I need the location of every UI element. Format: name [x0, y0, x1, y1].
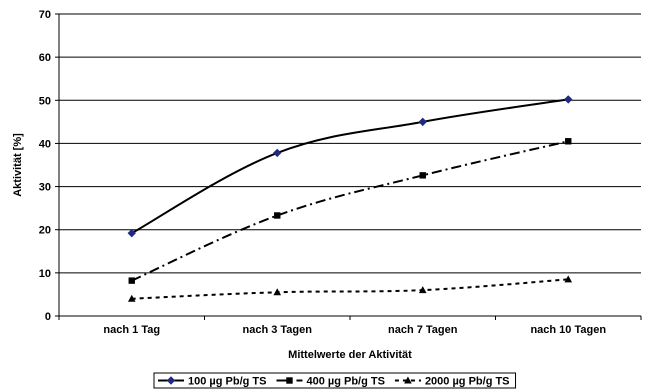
data-point: [418, 286, 427, 294]
data-point: [273, 288, 282, 296]
legend-item: 100 µg Pb/g TS: [158, 376, 266, 388]
legend-label: 100 µg Pb/g TS: [188, 376, 266, 388]
data-point: [128, 277, 135, 284]
y-axis-title: Aktivität [%]: [12, 133, 24, 197]
x-tick-label: nach 3 Tagen: [243, 324, 313, 336]
x-tick-label: nach 1 Tag: [103, 324, 160, 336]
y-tick-label: 70: [39, 9, 51, 21]
legend-item: 400 µg Pb/g TS: [276, 376, 385, 388]
legend-box: [153, 372, 517, 389]
data-point: [419, 172, 426, 179]
data-point: [274, 212, 281, 219]
series-line: [131, 140, 569, 282]
y-tick-label: 60: [39, 52, 51, 64]
legend: 100 µg Pb/g TS 400 µg Pb/g TS 2000 µg Pb/g…: [153, 372, 517, 389]
y-axis-ticks: 0 10 20 30 40 50 60 70: [39, 9, 59, 323]
data-point: [564, 95, 573, 104]
data-point: [127, 294, 136, 302]
legend-marker: [286, 377, 293, 384]
y-tick-label: 20: [39, 225, 51, 237]
legend-label: 2000 µg Pb/g TS: [425, 376, 510, 388]
x-tick-label: nach 10 Tagen: [530, 324, 606, 336]
x-axis-ticks: nach 1 Tag nach 3 Tagen nach 7 Tagen nach 1…: [58, 316, 642, 336]
series-layer: [127, 95, 573, 302]
data-point: [564, 275, 573, 283]
y-tick-label: 10: [39, 268, 51, 280]
legend-label: 400 µg Pb/g TS: [306, 376, 384, 388]
y-tick-label: 30: [39, 182, 51, 194]
x-tick-label: nach 7 Tagen: [388, 324, 458, 336]
y-tick-label: 50: [39, 95, 51, 107]
series-1: [127, 95, 573, 238]
x-axis-title: Mittelwerte der Aktivität: [288, 349, 412, 361]
series-line: [131, 98, 569, 235]
data-point: [127, 228, 136, 238]
data-point: [418, 117, 427, 127]
series-line: [131, 278, 569, 300]
legend-item: 2000 µg Pb/g TS: [394, 376, 510, 388]
series-2: [128, 138, 572, 284]
data-point: [273, 148, 282, 158]
grid-lines: [59, 13, 641, 274]
legend-marker: [404, 376, 412, 384]
data-point: [565, 138, 572, 145]
y-tick-label: 0: [45, 311, 51, 323]
y-tick-label: 40: [39, 138, 51, 150]
legend-marker: [166, 376, 176, 385]
axes: [58, 14, 641, 317]
series-3: [127, 275, 573, 302]
